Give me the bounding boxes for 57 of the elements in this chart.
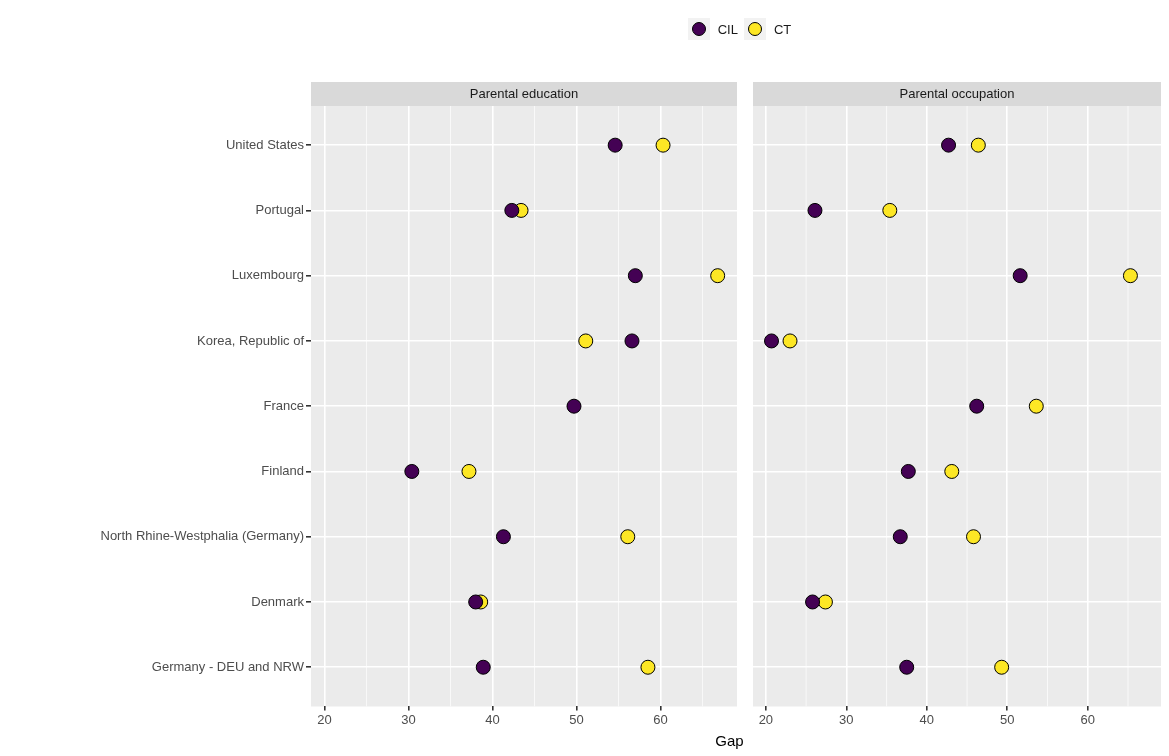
point — [1012, 268, 1028, 284]
y-tick-label: Germany - DEU and NRW — [151, 658, 305, 674]
point — [624, 333, 640, 349]
point — [970, 137, 986, 153]
x-tick-label: 60 — [1080, 711, 1095, 727]
point — [607, 137, 623, 153]
point — [566, 398, 582, 414]
y-tick-label: North Rhine-Westphalia (Germany) — [100, 528, 304, 544]
point — [655, 137, 671, 153]
point — [640, 659, 656, 675]
point — [941, 137, 957, 153]
point — [944, 463, 960, 479]
x-tick-label: 60 — [653, 711, 668, 727]
x-tick-label: 20 — [317, 711, 332, 727]
point — [966, 529, 981, 545]
point — [782, 333, 798, 349]
x-tick-label: 50 — [569, 711, 584, 727]
point — [892, 529, 908, 545]
point — [475, 659, 491, 675]
x-axis-title: Gap — [714, 732, 745, 749]
y-tick-label: France — [263, 397, 304, 413]
point — [504, 202, 520, 218]
point — [578, 333, 594, 349]
y-tick-label: Denmark — [251, 593, 305, 609]
y-tick-label: Portugal — [255, 202, 305, 217]
point — [899, 659, 915, 675]
point — [710, 268, 726, 284]
point — [882, 202, 898, 218]
x-tick-label: 40 — [919, 711, 935, 727]
point — [1028, 398, 1044, 414]
point — [627, 268, 643, 284]
point — [805, 594, 821, 610]
legend-label: CT — [773, 21, 792, 37]
point — [404, 463, 420, 479]
x-tick-label: 20 — [758, 711, 774, 727]
point — [461, 463, 477, 479]
y-tick-label: Finland — [261, 463, 304, 479]
point — [764, 333, 780, 349]
x-tick-label: 40 — [485, 711, 500, 727]
point — [969, 398, 985, 414]
point — [900, 463, 916, 479]
point — [468, 594, 484, 610]
x-tick-label: 30 — [839, 711, 854, 727]
point — [620, 529, 636, 545]
chart-title: Parental occupation — [899, 85, 1015, 101]
point — [817, 594, 833, 610]
legend-label: CIL — [717, 21, 738, 37]
x-tick-label: 30 — [401, 711, 416, 727]
y-tick-label: Luxembourg — [231, 267, 304, 283]
point — [495, 529, 511, 545]
y-tick-label: Korea, Republic of — [197, 332, 305, 348]
x-tick-label: 50 — [1000, 711, 1015, 727]
point — [994, 659, 1010, 675]
y-tick-label: United States — [225, 136, 305, 152]
chart-title: Parental education — [469, 85, 579, 101]
point — [807, 202, 823, 218]
point — [1122, 268, 1138, 284]
